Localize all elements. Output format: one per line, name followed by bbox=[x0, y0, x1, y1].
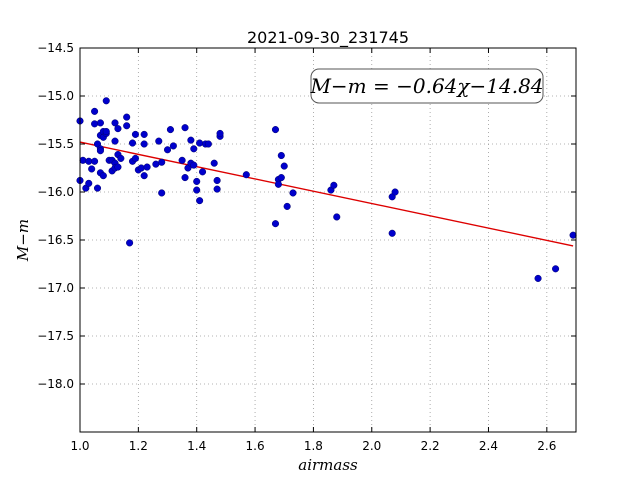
data-point bbox=[114, 163, 122, 171]
data-point bbox=[213, 185, 221, 193]
y-tick-label: −17.0 bbox=[37, 281, 74, 295]
data-point bbox=[114, 125, 122, 133]
data-point bbox=[143, 163, 151, 171]
data-point bbox=[91, 157, 99, 165]
data-point bbox=[131, 130, 139, 138]
data-point bbox=[131, 154, 139, 162]
data-point bbox=[123, 122, 131, 130]
data-point bbox=[96, 119, 104, 127]
data-point bbox=[140, 130, 148, 138]
data-point bbox=[391, 188, 399, 196]
y-tick-label: −18.0 bbox=[37, 377, 74, 391]
data-point bbox=[569, 231, 577, 239]
x-tick-label: 2.4 bbox=[479, 439, 498, 453]
data-point bbox=[242, 171, 250, 179]
data-point bbox=[158, 158, 166, 166]
data-point bbox=[283, 202, 291, 210]
data-point bbox=[534, 274, 542, 282]
y-tick-label: −16.0 bbox=[37, 185, 74, 199]
annotation-box: M−m = −0.64χ−14.84 bbox=[309, 68, 544, 104]
data-point bbox=[190, 145, 198, 153]
data-point bbox=[169, 142, 177, 150]
data-point bbox=[128, 139, 137, 147]
data-point bbox=[102, 127, 110, 136]
data-point bbox=[111, 119, 119, 127]
x-tick-label: 1.6 bbox=[246, 439, 265, 453]
data-point bbox=[99, 172, 107, 180]
data-point bbox=[158, 189, 166, 197]
y-tick-label: −17.5 bbox=[37, 329, 74, 343]
data-point bbox=[137, 164, 145, 172]
data-point bbox=[117, 154, 125, 162]
x-tick-label: 1.2 bbox=[129, 439, 148, 453]
data-point bbox=[111, 137, 119, 145]
data-point bbox=[330, 181, 338, 189]
data-point bbox=[193, 177, 201, 185]
data-point bbox=[271, 220, 280, 228]
y-tick-label: −15.0 bbox=[37, 89, 74, 103]
data-point bbox=[274, 180, 282, 188]
data-point bbox=[163, 146, 172, 154]
data-point bbox=[140, 172, 148, 180]
data-point bbox=[196, 197, 204, 205]
y-axis-label: M−m bbox=[14, 219, 32, 262]
data-point bbox=[198, 168, 207, 176]
data-point bbox=[181, 124, 189, 132]
x-tick-label: 1.8 bbox=[304, 439, 323, 453]
data-point bbox=[178, 156, 186, 164]
data-point bbox=[277, 174, 285, 182]
data-point bbox=[88, 165, 96, 173]
data-point bbox=[181, 174, 189, 182]
y-tick-label: −16.5 bbox=[37, 233, 74, 247]
data-point bbox=[271, 126, 280, 134]
data-point bbox=[187, 136, 195, 144]
data-point bbox=[96, 147, 104, 155]
x-tick-label: 2.6 bbox=[537, 439, 556, 453]
data-point bbox=[102, 97, 110, 105]
data-point bbox=[196, 139, 204, 147]
data-point bbox=[190, 161, 198, 169]
data-point bbox=[155, 137, 163, 145]
data-point bbox=[193, 186, 201, 194]
ticks: 1.0 1.2 1.4 1.6 1.8 2.0 2.2 2.4 2.6 −14.5 −15.0 −15… bbox=[37, 41, 576, 453]
y-tick-label: −15.5 bbox=[37, 137, 74, 151]
data-point bbox=[79, 156, 87, 164]
data-point bbox=[277, 151, 285, 160]
points-layer bbox=[76, 97, 577, 282]
data-point bbox=[388, 229, 396, 237]
data-point bbox=[85, 179, 93, 187]
data-point bbox=[166, 126, 174, 134]
data-point bbox=[126, 239, 134, 247]
data-point bbox=[91, 107, 99, 115]
chart-title: 2021-09-30_231745 bbox=[247, 28, 409, 48]
data-point bbox=[93, 184, 102, 192]
data-point bbox=[140, 140, 148, 148]
x-tick-label: 1.4 bbox=[187, 439, 206, 453]
fit-equation: M−m = −0.64χ−14.84 bbox=[309, 74, 543, 98]
x-tick-label: 1.0 bbox=[70, 439, 89, 453]
data-point bbox=[91, 120, 99, 128]
x-tick-label: 2.0 bbox=[362, 439, 381, 453]
data-point bbox=[210, 159, 218, 167]
x-axis-label: airmass bbox=[298, 456, 358, 474]
data-point bbox=[289, 189, 297, 197]
x-tick-label: 2.2 bbox=[421, 439, 440, 453]
data-point bbox=[552, 265, 560, 273]
data-point bbox=[204, 140, 212, 148]
y-tick-label: −14.5 bbox=[37, 41, 74, 55]
data-point bbox=[213, 176, 221, 185]
data-point bbox=[123, 113, 131, 121]
data-point bbox=[216, 129, 224, 137]
data-point bbox=[280, 162, 288, 170]
data-point bbox=[333, 213, 341, 221]
